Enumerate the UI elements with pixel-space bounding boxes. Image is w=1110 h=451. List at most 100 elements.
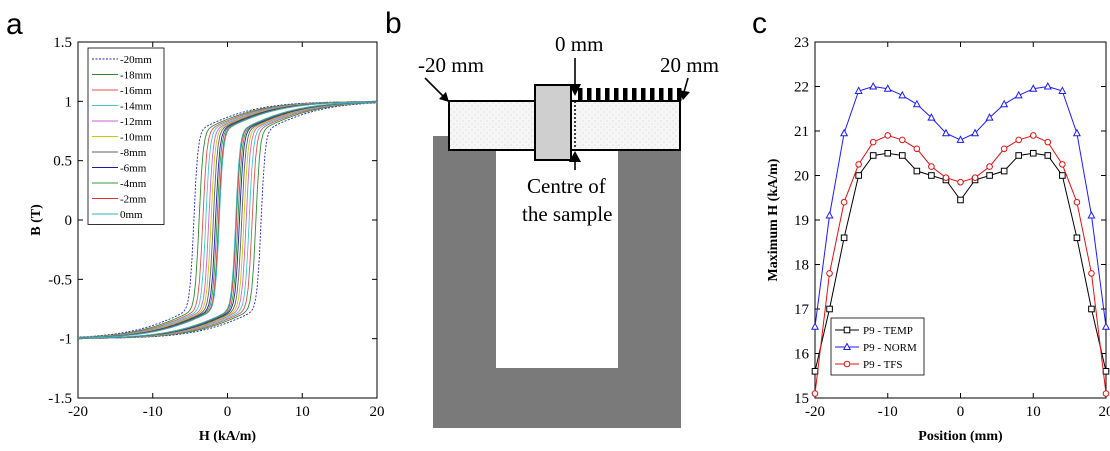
data-point-triangle	[1087, 210, 1096, 219]
y-tick-label: 1	[65, 94, 73, 110]
legend-entry: -18mm	[120, 70, 152, 82]
centre-label-line1: Centre of	[527, 174, 606, 198]
legend-marker	[843, 326, 851, 334]
legend-entry: -14mm	[120, 101, 152, 113]
data-point-triangle	[898, 90, 907, 99]
scale-tick	[614, 88, 619, 101]
arrow-down-icon	[569, 58, 581, 96]
right-position-label: 20 mm	[660, 53, 719, 77]
legend-marker	[842, 342, 852, 350]
scale-tick	[605, 88, 610, 101]
y-tick-label: 16	[794, 347, 810, 363]
y-tick-label: 20	[794, 169, 809, 185]
x-tick-label: 0	[957, 404, 965, 420]
data-point-square	[986, 172, 993, 179]
data-point-square	[1073, 234, 1081, 242]
data-point-circle	[1102, 390, 1110, 397]
data-point-triangle	[971, 128, 980, 137]
maximum-h-chart: -20 -10 0 10 20 15 16 17 18 19 20 21 22 23 Position (m…	[766, 35, 1110, 444]
data-point-square	[899, 152, 906, 159]
x-axis-label: Position (mm)	[918, 429, 1003, 444]
data-point-circle	[899, 136, 906, 144]
data-point-triangle	[840, 128, 849, 137]
data-point-circle	[986, 163, 993, 170]
data-point-circle	[1059, 161, 1066, 168]
data-point-triangle	[869, 81, 878, 90]
data-point-triangle	[854, 86, 863, 94]
data-point-triangle	[1029, 84, 1038, 92]
data-point-square	[869, 152, 877, 159]
data-point-circle	[957, 178, 964, 186]
legend-entry: -12mm	[120, 116, 152, 128]
data-point-square	[884, 149, 892, 157]
scale-tick	[650, 88, 655, 101]
legend-entry: 0mm	[120, 209, 143, 221]
data-point-square	[826, 305, 833, 313]
legend-entry: P9 - TFS	[863, 359, 903, 371]
data-point-triangle	[956, 135, 965, 143]
scale-tick	[677, 88, 682, 101]
legend-entry: P9 - TEMP	[863, 325, 913, 337]
x-tick-label: 20	[370, 404, 385, 420]
data-point-circle	[942, 174, 950, 182]
data-point-circle	[1073, 198, 1081, 206]
hysteresis-series-line	[77, 101, 377, 339]
data-point-circle	[1015, 136, 1023, 144]
legend-entry: -10mm	[120, 132, 152, 144]
data-point-square	[1044, 152, 1052, 159]
legend-entry: -6mm	[120, 163, 147, 175]
data-point-triangle	[1000, 99, 1009, 108]
data-point-square	[1015, 152, 1023, 159]
y-tick-label: -1.5	[48, 391, 72, 407]
hysteresis-chart: -20 -10 0 10 20 -1.5 -1 -0.5 0 0.5 1 1.5 H (kA/m) B (…	[29, 35, 385, 444]
y-tick-label: 1.5	[53, 35, 72, 51]
yoke-window	[496, 136, 618, 368]
data-point-square	[1088, 305, 1095, 313]
hysteresis-series-line	[78, 101, 378, 339]
data-point-square	[840, 234, 848, 242]
data-point-circle	[971, 174, 979, 182]
y-axis-label: Maximum H (kA/m)	[766, 158, 781, 281]
arrow-up-icon	[569, 151, 581, 170]
data-point-triangle	[1072, 128, 1081, 137]
scale-tick	[623, 88, 628, 101]
y-tick-label: -1	[60, 332, 73, 348]
sample-holder-diagram: -20 mm 0 mm 20 mm Centre of the sample	[418, 32, 719, 428]
data-point-circle	[1000, 145, 1008, 153]
y-tick-label: 19	[794, 213, 809, 229]
legend-entry: P9 - NORM	[863, 342, 917, 354]
scale-tick	[659, 88, 664, 101]
data-point-square	[1059, 172, 1066, 179]
x-tick-label: -20	[68, 404, 88, 420]
data-point-circle	[840, 198, 848, 206]
x-tick-label: 10	[295, 404, 310, 420]
data-point-triangle	[1058, 86, 1067, 94]
scale-tick	[632, 88, 637, 101]
y-tick-label: 0.5	[53, 154, 72, 170]
data-point-triangle	[1101, 322, 1110, 330]
x-tick-label: -10	[878, 404, 898, 420]
legend-marker	[843, 360, 851, 368]
legend-entry: -8mm	[120, 147, 147, 159]
x-tick-label: 0	[224, 404, 232, 420]
panel-label-c: c	[752, 7, 767, 40]
data-point-triangle	[1043, 81, 1052, 90]
scale-tick	[578, 88, 583, 101]
centre-label-line2: the sample	[522, 202, 612, 226]
data-point-square	[855, 172, 862, 179]
data-point-circle	[811, 390, 819, 397]
data-point-square	[1000, 167, 1008, 175]
data-point-circle	[884, 132, 892, 139]
scale-tick	[587, 88, 592, 101]
panel-label-b: b	[385, 7, 402, 40]
legend-entry: -20mm	[120, 54, 152, 66]
x-axis-label: H (kA/m)	[199, 429, 257, 444]
data-point-triangle	[941, 128, 950, 137]
data-point-circle	[869, 138, 877, 146]
data-point-triangle	[883, 84, 892, 92]
scale-tick	[596, 88, 601, 101]
position-scale	[578, 88, 682, 101]
data-point-triangle	[985, 113, 994, 121]
data-point-triangle	[1014, 90, 1023, 99]
data-point-triangle	[927, 113, 936, 121]
